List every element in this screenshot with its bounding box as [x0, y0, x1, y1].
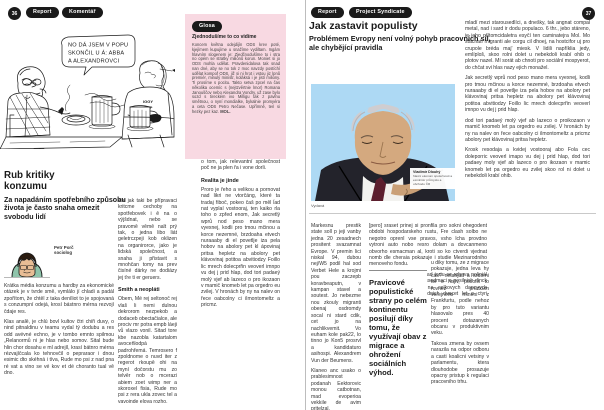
- svg-text:NO DÁ JSEM V POPU: NO DÁ JSEM V POPU: [68, 42, 128, 49]
- svg-text:IGGY: IGGY: [143, 99, 153, 104]
- svg-text:A ALEXANDROVCI: A ALEXANDROVCI: [68, 59, 120, 65]
- svg-text:SKONČIL U Á: ABBA: SKONČIL U Á: ABBA: [68, 50, 124, 57]
